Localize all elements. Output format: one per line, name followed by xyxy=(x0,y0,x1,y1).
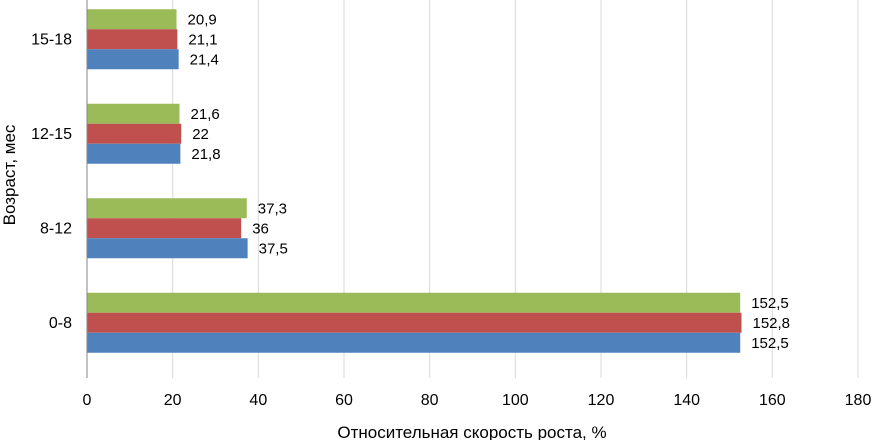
y-tick-label: 8-12 xyxy=(40,220,72,237)
data-label: 152,8 xyxy=(752,315,790,332)
bar xyxy=(87,198,247,219)
bar xyxy=(87,312,742,333)
data-label: 22 xyxy=(192,126,209,143)
y-tick-labels: 15-18 12-15 8-12 0-8 xyxy=(31,31,72,332)
gridlines xyxy=(172,0,859,378)
bar xyxy=(87,49,179,70)
bar xyxy=(87,123,182,144)
data-label: 37,5 xyxy=(259,240,288,257)
data-label: 152,5 xyxy=(751,335,789,352)
data-label: 21,6 xyxy=(191,106,220,123)
y-tick-label: 0-8 xyxy=(49,315,72,332)
data-label: 37,3 xyxy=(258,200,287,217)
bar xyxy=(87,238,248,259)
x-tick-label: 20 xyxy=(164,392,182,409)
x-tick-label: 40 xyxy=(249,392,267,409)
data-label: 21,4 xyxy=(190,51,219,68)
bar xyxy=(87,103,180,124)
bar xyxy=(87,332,741,353)
bar xyxy=(87,218,242,239)
data-label: 21,8 xyxy=(191,146,220,163)
x-tick-label: 120 xyxy=(588,392,615,409)
bar xyxy=(87,143,181,164)
x-tick-label: 160 xyxy=(759,392,786,409)
bar xyxy=(87,9,177,30)
bars xyxy=(87,9,742,353)
x-axis-title: Относительная скорость роста, % xyxy=(337,423,606,440)
x-tick-labels: 0 20 40 60 80 100 120 140 160 180 xyxy=(83,392,872,409)
data-label: 20,9 xyxy=(188,11,217,28)
bar xyxy=(87,29,178,50)
data-label: 21,1 xyxy=(188,31,217,48)
bar xyxy=(87,292,741,313)
x-tick-label: 80 xyxy=(421,392,439,409)
x-tick-label: 140 xyxy=(673,392,700,409)
y-axis-title: Возраст, мес xyxy=(0,124,19,225)
data-label: 36 xyxy=(252,220,269,237)
y-tick-label: 15-18 xyxy=(31,31,72,48)
data-labels: 20,9 21,1 21,4 21,6 22 21,8 37,3 36 37,5 152,5 152… xyxy=(188,11,791,352)
x-tick-label: 0 xyxy=(83,392,92,409)
y-tick-label: 12-15 xyxy=(31,126,72,143)
x-tick-label: 60 xyxy=(335,392,353,409)
x-tick-label: 180 xyxy=(845,392,872,409)
data-label: 152,5 xyxy=(751,295,789,312)
x-tick-label: 100 xyxy=(502,392,529,409)
